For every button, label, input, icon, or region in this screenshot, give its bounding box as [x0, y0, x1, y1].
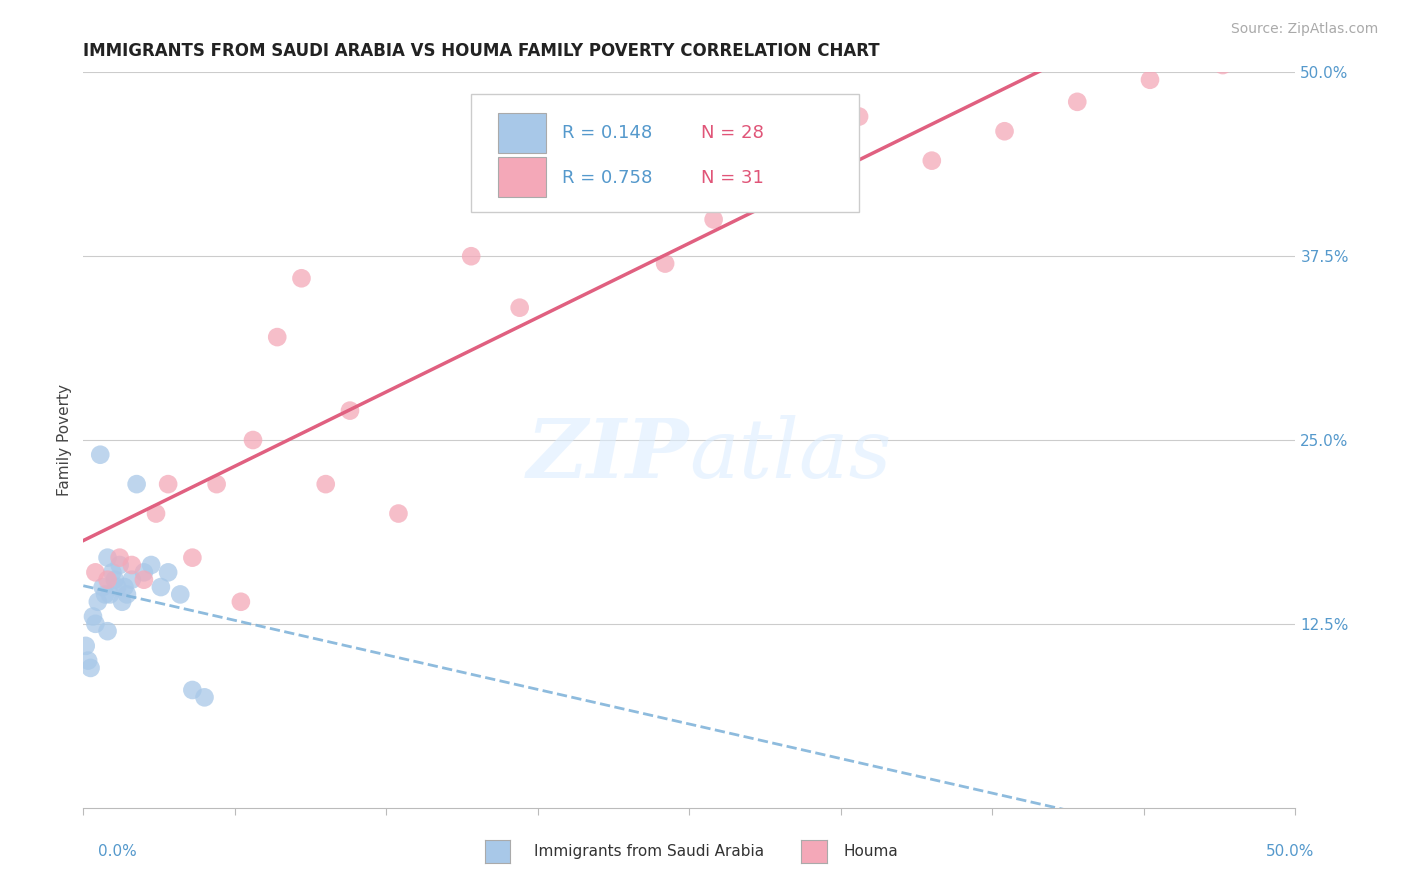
Text: Immigrants from Saudi Arabia: Immigrants from Saudi Arabia — [534, 845, 765, 859]
Text: Source: ZipAtlas.com: Source: ZipAtlas.com — [1230, 22, 1378, 37]
FancyBboxPatch shape — [471, 95, 859, 212]
Point — [229, 595, 252, 609]
Point — [79, 661, 101, 675]
Point — [75, 639, 97, 653]
Point — [606, 110, 628, 124]
Point — [82, 609, 104, 624]
Point — [125, 477, 148, 491]
Point — [387, 507, 409, 521]
Point — [121, 573, 143, 587]
Point — [96, 624, 118, 639]
Point — [84, 616, 107, 631]
Point — [84, 566, 107, 580]
Point — [96, 573, 118, 587]
Text: IMMIGRANTS FROM SAUDI ARABIA VS HOUMA FAMILY POVERTY CORRELATION CHART: IMMIGRANTS FROM SAUDI ARABIA VS HOUMA FA… — [83, 42, 880, 60]
Text: ZIP: ZIP — [527, 415, 689, 495]
Point — [1139, 72, 1161, 87]
Point — [1212, 58, 1234, 72]
Point — [115, 587, 138, 601]
Point — [145, 507, 167, 521]
Text: N = 31: N = 31 — [702, 169, 765, 186]
Text: 0.0%: 0.0% — [98, 845, 138, 859]
Point — [94, 587, 117, 601]
Point — [339, 403, 361, 417]
Point — [157, 566, 180, 580]
Text: atlas: atlas — [689, 415, 891, 495]
Point — [193, 690, 215, 705]
Bar — [498, 157, 547, 197]
Point — [132, 573, 155, 587]
Point — [181, 683, 204, 698]
Point — [108, 558, 131, 572]
Point — [77, 654, 100, 668]
Text: R = 0.758: R = 0.758 — [562, 169, 652, 186]
Point — [108, 550, 131, 565]
Point — [242, 433, 264, 447]
Point — [460, 249, 482, 263]
Text: 50.0%: 50.0% — [1267, 845, 1315, 859]
Point — [149, 580, 172, 594]
Point — [111, 595, 134, 609]
Point — [800, 153, 823, 168]
Point — [114, 580, 136, 594]
Point — [921, 153, 943, 168]
Point — [91, 580, 114, 594]
Point — [848, 110, 870, 124]
Point — [993, 124, 1015, 138]
Point — [132, 566, 155, 580]
Point — [169, 587, 191, 601]
Point — [1066, 95, 1088, 109]
Point — [509, 301, 531, 315]
Point — [315, 477, 337, 491]
Bar — [498, 113, 547, 153]
Point — [703, 212, 725, 227]
Text: Houma: Houma — [844, 845, 898, 859]
Point — [101, 566, 124, 580]
Point — [98, 587, 121, 601]
Point — [105, 580, 128, 594]
Point — [751, 183, 773, 197]
Point — [181, 550, 204, 565]
Point — [87, 595, 110, 609]
Point — [89, 448, 111, 462]
Point — [266, 330, 288, 344]
Point — [96, 550, 118, 565]
Point — [557, 169, 579, 183]
Point — [141, 558, 163, 572]
Point — [121, 558, 143, 572]
Y-axis label: Family Poverty: Family Poverty — [58, 384, 72, 496]
Point — [654, 256, 676, 270]
Text: N = 28: N = 28 — [702, 125, 765, 143]
Point — [205, 477, 228, 491]
Text: R = 0.148: R = 0.148 — [562, 125, 652, 143]
Point — [104, 573, 127, 587]
Point — [484, 183, 506, 197]
Point — [157, 477, 180, 491]
Point — [290, 271, 312, 285]
